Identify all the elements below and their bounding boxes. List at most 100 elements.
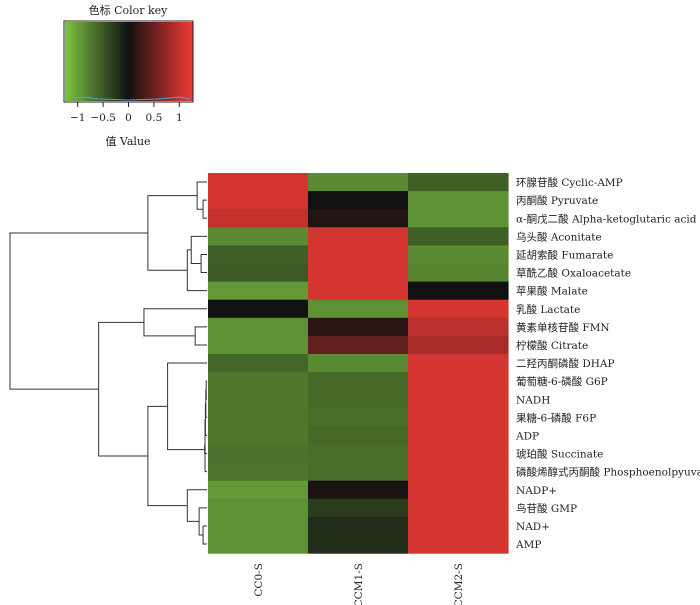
dendrogram-branch <box>204 445 207 455</box>
color-key-swatch <box>134 22 137 101</box>
dendrogram-branch <box>143 308 207 337</box>
color-key-swatch <box>138 22 141 101</box>
color-key-xlabel: 值 Value <box>105 135 150 148</box>
heatmap-cell <box>308 173 409 192</box>
row-label: 乌头酸 Aconitate <box>516 230 602 243</box>
row-label: ADP <box>515 430 539 442</box>
color-key-swatch <box>164 22 167 101</box>
heatmap-cell <box>208 462 309 482</box>
heatmap-cell <box>208 317 309 337</box>
column-labels: CC0-S CCM1-S CCM2-S <box>253 563 465 605</box>
color-key-swatch <box>118 22 122 101</box>
heatmap-cell <box>408 535 509 554</box>
color-key: 色标 Color key −1 −0.5 0 0.5 1 值 Value <box>63 3 194 148</box>
color-key-swatch <box>188 22 191 101</box>
row-label: AMP <box>515 539 541 551</box>
dendrogram-branch <box>196 181 207 210</box>
heatmap-cell <box>308 335 409 355</box>
color-key-swatch <box>162 22 165 101</box>
heatmap-cell <box>208 354 309 373</box>
color-key-swatch <box>76 22 80 101</box>
row-label: 延胡索酸 Fumarate <box>516 248 613 261</box>
color-key-swatch <box>132 22 135 101</box>
heatmap-cell <box>308 281 409 301</box>
color-key-swatch <box>146 22 149 101</box>
heatmap-cell <box>208 480 309 500</box>
color-key-swatch <box>180 22 183 101</box>
row-label: 磷酸烯醇式丙酮酸 Phosphoenolpyuvate <box>516 466 700 479</box>
row-label: 环腺苷酸 Cyclic-AMP <box>516 176 623 189</box>
heatmap-cell <box>208 372 309 391</box>
heatmap-cell <box>308 444 409 464</box>
color-key-swatch <box>82 22 86 101</box>
dendrogram-branch <box>147 195 198 271</box>
color-key-swatch <box>114 22 118 101</box>
heatmap-cell <box>308 227 409 246</box>
heatmap-cell <box>408 173 509 192</box>
heatmap-cell <box>308 263 409 283</box>
heatmap-cell <box>408 281 509 301</box>
color-key-swatch <box>110 22 114 101</box>
heatmap-cell <box>308 390 409 409</box>
dendrogram-branch <box>98 321 148 457</box>
column-label: CCM2-S <box>453 563 465 605</box>
color-key-swatch <box>68 22 72 101</box>
heatmap-cell <box>208 335 309 355</box>
color-key-tick-label: 1 <box>176 112 183 124</box>
heatmap-cell <box>408 354 509 373</box>
color-key-swatch <box>142 22 145 101</box>
heatmap-cell <box>308 535 409 554</box>
color-key-swatch <box>98 22 102 101</box>
color-key-swatch <box>66 22 70 101</box>
heatmap-cell <box>208 516 309 536</box>
heatmap-cell <box>308 209 409 228</box>
color-key-swatch <box>176 22 179 101</box>
color-key-swatch <box>184 22 187 101</box>
heatmap-cell <box>408 408 509 427</box>
color-key-swatch <box>154 22 157 101</box>
heatmap-cell <box>408 335 509 355</box>
color-key-swatch <box>170 22 173 101</box>
heatmap-cell <box>408 317 509 337</box>
heatmap-cell <box>308 426 409 446</box>
color-key-swatch <box>108 22 112 101</box>
color-key-swatch <box>136 22 139 101</box>
heatmap-cell <box>308 498 409 518</box>
heatmap-cell <box>308 191 409 210</box>
heatmap-cell <box>208 390 309 409</box>
color-key-swatch <box>156 22 159 101</box>
color-key-swatch <box>150 22 153 101</box>
color-key-density-trace <box>72 96 190 101</box>
heatmap-cell <box>308 516 409 536</box>
color-key-swatch <box>152 22 155 101</box>
heatmap-cell <box>208 263 309 283</box>
dendrogram-branch <box>190 235 207 264</box>
color-key-swatch <box>78 22 82 101</box>
color-key-swatch <box>106 22 110 101</box>
color-key-swatch <box>88 22 92 101</box>
row-dendrogram <box>9 181 207 545</box>
heatmap-cell <box>208 227 309 246</box>
row-label: 丙酮酸 Pyruvate <box>516 194 598 207</box>
color-key-swatch <box>120 22 124 101</box>
color-key-swatch <box>166 22 169 101</box>
color-key-tick-label: −1 <box>70 112 85 124</box>
color-key-swatch <box>124 22 128 101</box>
color-key-swatch <box>172 22 175 101</box>
color-key-swatch <box>130 22 133 101</box>
heatmap-cell <box>408 390 509 409</box>
dendrogram-branch <box>186 249 207 292</box>
row-label: NADH <box>516 394 550 406</box>
color-key-swatch <box>158 22 161 101</box>
color-key-swatch <box>174 22 177 101</box>
color-key-swatch <box>116 22 120 101</box>
row-label: 鸟苷酸 GMP <box>516 502 577 515</box>
color-key-swatch <box>70 22 74 101</box>
heatmap-cell <box>208 498 309 518</box>
color-key-swatch <box>144 22 147 101</box>
color-key-title: 色标 Color key <box>89 3 169 17</box>
row-label: 二羟丙酮磷酸 DHAP <box>516 357 615 370</box>
heatmap-cell <box>308 462 409 482</box>
heatmap-cell <box>208 535 309 554</box>
heatmap-cell <box>408 426 509 446</box>
